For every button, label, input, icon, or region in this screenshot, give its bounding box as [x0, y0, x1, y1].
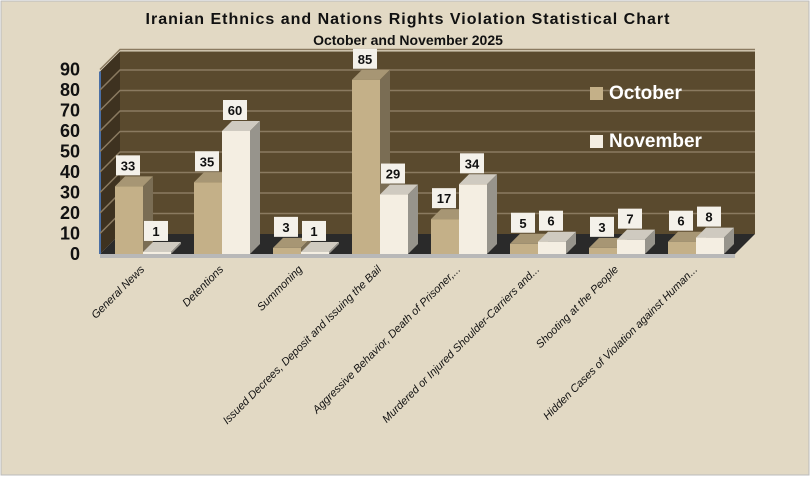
chart-subtitle: October and November 2025	[313, 32, 503, 48]
bar-top	[617, 229, 655, 240]
bar-october	[352, 79, 380, 254]
bar-top	[459, 174, 497, 185]
bar-november	[301, 251, 329, 254]
gridline	[99, 110, 755, 132]
bar-top	[273, 237, 311, 248]
data-label: 29	[386, 167, 400, 182]
y-tick-label: 80	[60, 80, 80, 100]
bar-top	[696, 227, 734, 238]
data-label-box	[223, 100, 247, 120]
bar-side	[566, 231, 576, 254]
data-label: 17	[437, 191, 451, 206]
data-label-box	[144, 220, 168, 241]
bar-november	[380, 194, 408, 254]
data-label: 1	[152, 224, 159, 239]
data-label-box	[539, 210, 563, 231]
bar-side	[329, 241, 339, 254]
bar-top	[115, 176, 153, 187]
data-label: 35	[200, 154, 214, 169]
chart-title: Iranian Ethnics and Nations Rights Viola…	[146, 11, 671, 28]
bar-side	[143, 176, 153, 254]
data-label-box	[302, 220, 326, 241]
data-label: 34	[465, 156, 480, 171]
bar-side	[250, 121, 260, 254]
data-label: 1	[310, 224, 317, 239]
legend-label-october: October	[609, 83, 682, 104]
y-tick-label: 30	[60, 183, 80, 203]
data-label-box	[697, 206, 721, 227]
data-label-box	[116, 155, 140, 176]
bar-november	[459, 184, 487, 254]
data-label-box	[460, 153, 484, 174]
data-label: 5	[519, 216, 526, 231]
data-label-box	[669, 210, 693, 231]
bar-side	[724, 227, 734, 254]
y-tick-label: 20	[60, 203, 80, 223]
bar-top	[352, 69, 390, 80]
bar-october	[431, 219, 459, 254]
bar-october	[194, 182, 222, 254]
data-label-box	[618, 208, 642, 229]
y-tick-label: 0	[70, 244, 80, 264]
data-label: 3	[282, 220, 289, 235]
data-label: 3	[598, 220, 605, 235]
data-label: 60	[228, 103, 242, 118]
bar-side	[645, 229, 655, 254]
data-label-box	[195, 151, 219, 172]
bar-side	[487, 174, 497, 254]
y-tick-label: 50	[60, 142, 80, 162]
gridline	[99, 69, 755, 91]
data-label-box	[274, 216, 298, 237]
data-label-box	[432, 188, 456, 209]
y-tick-label: 10	[60, 224, 80, 244]
bar-october	[273, 247, 301, 254]
data-label-box	[590, 216, 614, 237]
gridline	[99, 89, 755, 112]
bar-october	[668, 241, 696, 254]
bar-top	[222, 121, 260, 131]
bar-november	[538, 241, 566, 254]
bar-side	[171, 241, 181, 254]
y-tick-label: 40	[60, 162, 80, 182]
bar-november	[617, 239, 645, 254]
gridline	[99, 48, 755, 71]
bar-october	[589, 247, 617, 254]
bar-november	[143, 251, 171, 254]
data-label: 8	[705, 210, 712, 225]
legend-swatch-november	[590, 135, 603, 148]
data-label: 6	[547, 214, 554, 229]
data-label-box	[381, 163, 405, 184]
data-label: 7	[626, 212, 633, 227]
data-label-box	[353, 48, 377, 69]
legend-label-november: November	[609, 131, 703, 152]
data-label-box	[511, 212, 535, 233]
data-label: 6	[677, 214, 684, 229]
bar-side	[408, 184, 418, 254]
bar-top	[301, 241, 339, 252]
bar-november	[696, 237, 724, 254]
gridline	[99, 130, 755, 153]
y-tick-label: 70	[60, 101, 80, 121]
gridline	[99, 151, 755, 173]
data-label: 33	[121, 158, 135, 173]
bar-top	[538, 231, 576, 242]
bar-october	[510, 243, 538, 254]
data-label: 85	[358, 52, 372, 67]
bar-october	[115, 186, 143, 254]
floor-edge	[100, 254, 735, 258]
bar-top	[380, 184, 418, 195]
y-tick-label: 60	[60, 121, 80, 141]
bar-top	[143, 241, 181, 252]
y-tick-label: 90	[60, 60, 80, 80]
legend-swatch-october	[590, 87, 603, 100]
bar-november	[222, 131, 250, 254]
